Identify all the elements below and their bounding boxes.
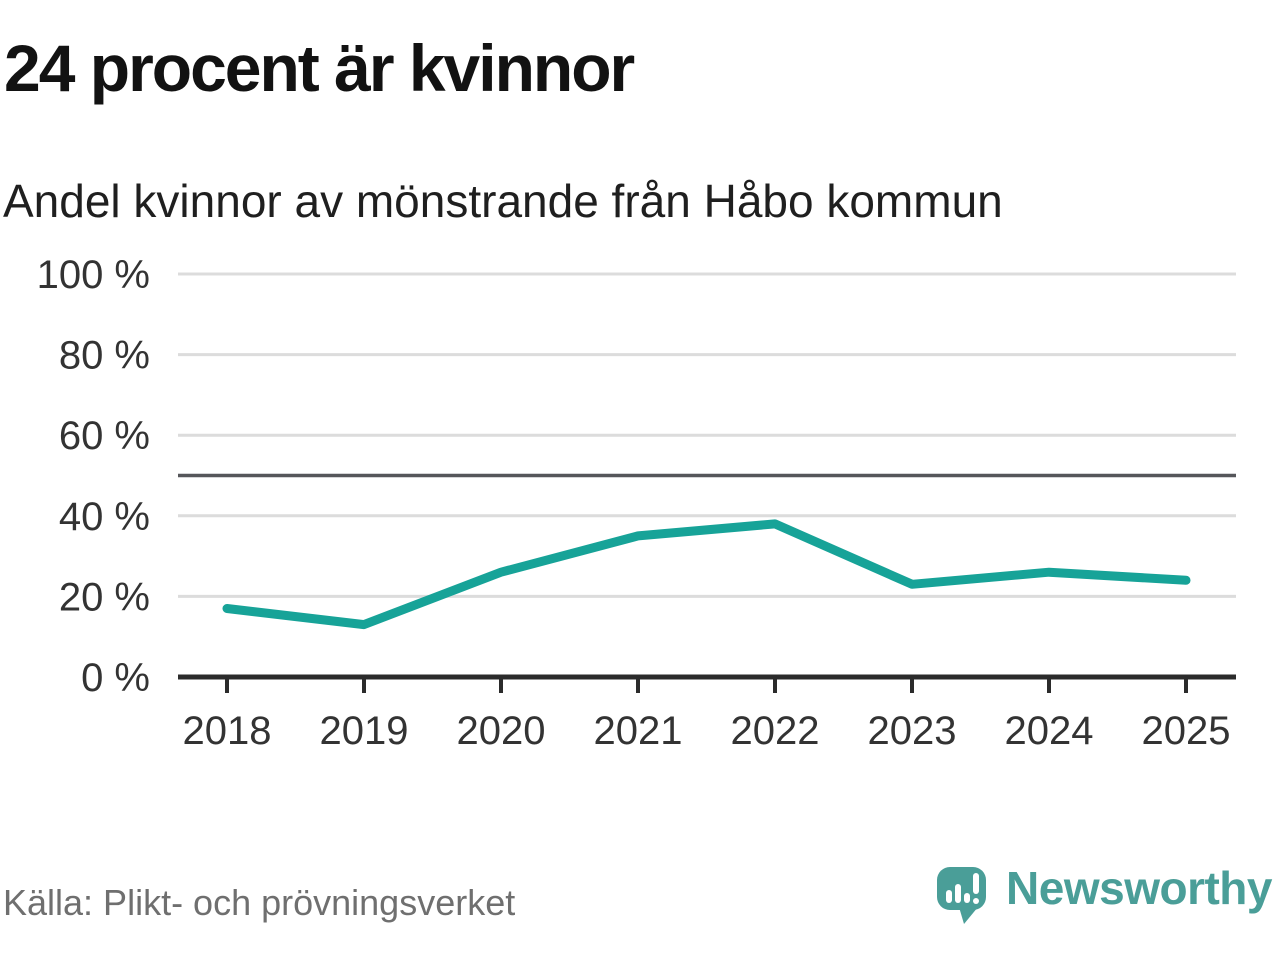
y-tick-label: 0 % [81,656,150,700]
page-subtitle: Andel kvinnor av mönstrande från Håbo ko… [3,175,1003,227]
line-chart: 2018 2019 2020 2021 2022 2023 2024 2025 0 % 20 % 4… [37,253,1236,753]
y-tick-label: 60 % [59,414,150,458]
x-tick-label: 2022 [731,709,820,753]
logo-bar-1 [946,890,953,903]
x-tick-label: 2019 [320,709,409,753]
logo-bar-3 [964,893,971,903]
y-tick-label: 20 % [59,575,150,619]
newsworthy-wordmark: Newsworthy [1006,862,1272,914]
logo-exclamation-bar [973,873,980,894]
logo-exclamation-dot [973,898,980,904]
x-tick-label: 2020 [457,709,546,753]
logo-bar-2 [955,884,962,903]
page-title: 24 procent är kvinnor [4,31,635,105]
source-text: Källa: Plikt- och prövningsverket [3,882,516,923]
data-line [222,519,1191,630]
newsworthy-logo: Newsworthy [936,860,1272,929]
x-tick-label: 2021 [594,709,683,753]
x-tick-label: 2018 [183,709,272,753]
y-tick-label: 80 % [59,334,150,378]
newsworthy-logo-icon [937,867,987,924]
x-tick-label: 2025 [1142,709,1231,753]
y-tick-label: 100 % [37,253,150,297]
x-tick-label: 2023 [868,709,957,753]
logo-bubble-tail [959,907,979,924]
x-tick-label: 2024 [1005,709,1094,753]
y-tick-label: 40 % [59,495,150,539]
